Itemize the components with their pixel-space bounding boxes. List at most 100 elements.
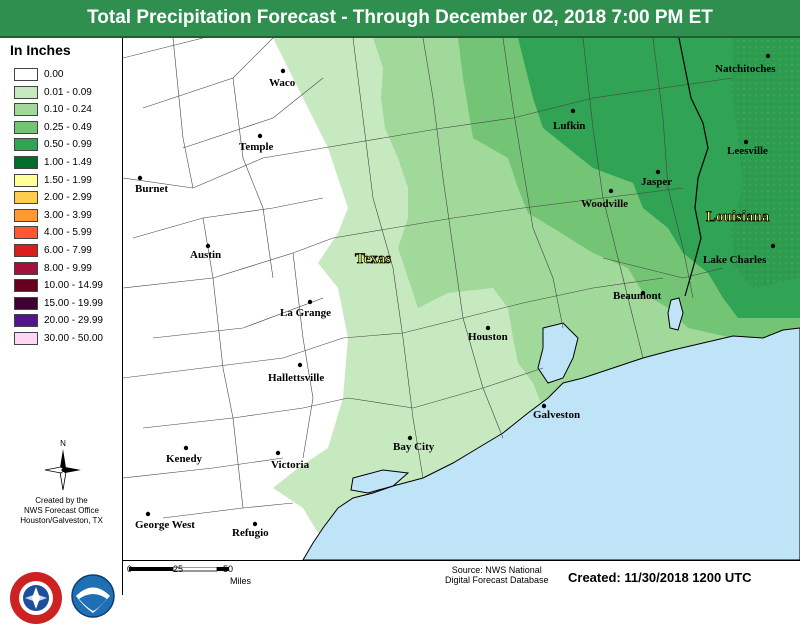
city-label: Woodville [581,198,628,210]
state-label: Texas [355,251,391,267]
legend-label: 30.00 - 50.00 [44,333,103,344]
matagorda-bay [350,469,410,494]
precipitation-map: Waco Temple Burnet Austin La Grange Hall… [123,38,800,560]
legend-item: 3.00 - 3.99 [14,207,92,224]
legend-swatch [14,120,38,134]
city-label: Bay City [393,441,435,453]
city-dot [640,290,646,296]
legend-swatch [14,244,38,257]
legend-swatch [14,296,38,310]
city-label: La Grange [280,307,331,319]
city-label: Galveston [533,409,580,421]
legend-label: 10.00 - 14.99 [44,280,103,292]
map-title: Total Precipitation Forecast - Through D… [0,0,800,38]
legend-swatch [14,138,38,152]
legend-label: 20.00 - 29.99 [44,315,103,327]
city-label: Lake Charles [703,254,767,266]
legend-swatch [14,68,38,81]
legend-item: 1.50 - 1.99 [14,172,92,189]
city-dot [257,133,263,139]
state-boundary [678,38,709,297]
city-label: Lufkin [553,120,585,132]
credit-line: Houston/Galveston, TX [20,516,103,525]
legend-label: 15.00 - 19.99 [44,297,103,309]
source-line: Source: NWS National [451,565,542,575]
city-dot [280,68,286,74]
legend-item: 15.00 - 19.99 [14,295,103,312]
legend-swatch [14,261,38,275]
legend-item: 2.00 - 2.99 [14,189,92,206]
scale-tick: 50 [223,564,234,574]
city-label: Burnet [135,183,168,195]
city-dot [307,299,313,305]
source-text: Source: NWS National Digital Forecast Da… [445,565,549,585]
legend-swatch [14,226,38,240]
city-dot [183,445,189,451]
city-label: Leesville [727,145,768,157]
legend-label: 1.50 - 1.99 [44,174,92,186]
legend-panel: In Inches 0.00 0.01 - 0.09 0.10 - 0.24 0.25… [0,38,123,624]
galveston-bay [537,322,579,384]
legend-label: 6.00 - 7.99 [44,245,92,256]
city-label: Kenedy [166,453,203,465]
city-dot [743,139,749,145]
state-label: Louisiana [706,209,770,225]
legend-item: 0.50 - 0.99 [14,136,92,153]
city-label: Temple [239,141,274,153]
gulf-of-mexico [302,327,800,560]
legend-swatch [14,314,38,328]
city-dot [765,53,771,59]
city-label: Victoria [271,459,310,471]
city-label: Waco [269,77,296,89]
legend-item: 0.25 - 0.49 [14,119,92,136]
credit-line: NWS Forecast Office [24,506,99,515]
legend-label: 4.00 - 5.99 [44,227,92,239]
source-line: Digital Forecast Database [445,575,549,585]
city-dot [485,325,491,331]
precip-band-0.50 [518,38,800,318]
credit-text: Created by the NWS Forecast Office Houst… [4,496,119,526]
city-label: Natchitoches [715,63,776,75]
city-markers [137,53,776,527]
legend-swatch [14,191,38,205]
legend-item: 10.00 - 14.99 [14,277,103,294]
legend-swatch [14,173,38,187]
city-label: Refugio [232,527,269,539]
nws-logo-icon [10,572,62,624]
city-dot [297,362,303,368]
city-dot [541,403,547,409]
city-label: Hallettsville [268,372,324,384]
city-dot [145,511,151,517]
legend-item: 4.00 - 5.99 [14,224,92,241]
city-dot [137,175,143,181]
legend-swatch [14,103,38,117]
legend-item: 20.00 - 29.99 [14,312,103,329]
city-labels: Waco Temple Burnet Austin La Grange Hall… [135,63,776,539]
city-dot [205,243,211,249]
map-footer: 0 25 50 Miles Source: NWS National Digit… [123,560,800,595]
scale-tick: 25 [173,564,184,574]
scale-bar [129,567,229,572]
legend-label: 2.00 - 2.99 [44,192,92,204]
city-dot [608,188,614,194]
state-labels: Texas Louisiana [355,209,771,268]
city-label: Jasper [641,176,672,188]
legend-item: 1.00 - 1.49 [14,154,92,171]
legend-item: 6.00 - 7.99 [14,242,92,259]
legend-item: 0.10 - 0.24 [14,101,92,118]
legend-item: 30.00 - 50.00 [14,330,103,347]
north-label: N [60,439,66,448]
city-label: George West [135,519,195,531]
legend-swatch [14,332,38,345]
scale-tick: 0 [127,564,133,574]
legend-swatch [14,85,38,99]
city-dot [252,521,258,527]
city-label: Beaumont [613,290,662,302]
created-timestamp: Created: 11/30/2018 1200 UTC [568,570,752,585]
legend-item: 0.01 - 0.09 [14,84,92,101]
north-arrow-icon: N [44,439,81,491]
sabine-lake [667,297,684,331]
city-label: Houston [468,331,508,343]
city-dot [655,169,661,175]
precip-band-0.50-east [731,38,800,288]
